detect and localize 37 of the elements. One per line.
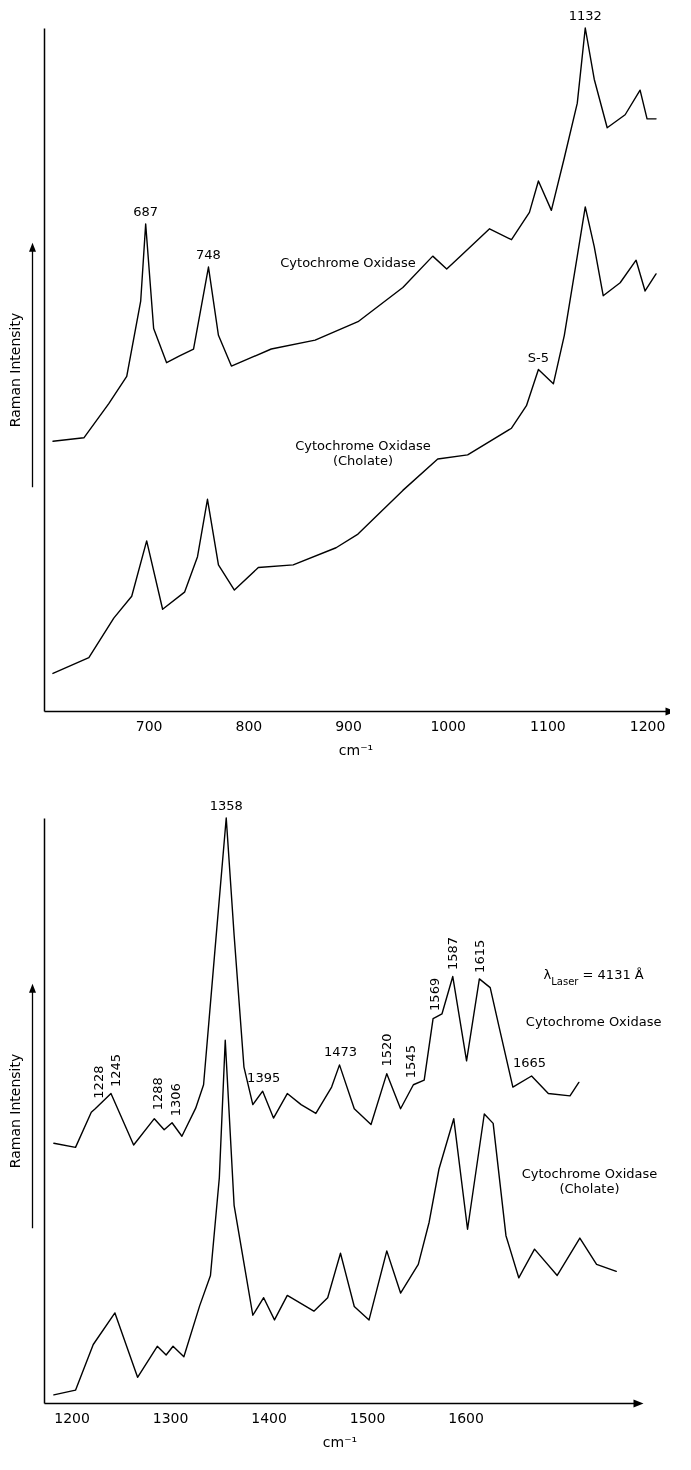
annotation: 1358 [209, 798, 243, 813]
x-tick-label: 1500 [349, 1409, 386, 1426]
annotation: 1615 [472, 939, 488, 973]
y-axis-title: Raman Intensity [6, 312, 23, 428]
annotation: λ$_{Laser}$ = 4131 Å [543, 966, 644, 987]
annotation: 748 [196, 247, 221, 263]
annotation: S-5 [527, 349, 550, 365]
annotation: 1245 [107, 1053, 123, 1087]
annotation: 1545 [403, 1045, 419, 1079]
series-label: Cytochrome Oxidase [525, 1013, 662, 1029]
annotation: 1473 [323, 1043, 358, 1059]
annotation: 1306 [167, 1083, 183, 1117]
x-tick-label: 1000 [430, 717, 467, 734]
annotation: 1132 [568, 8, 602, 23]
series-label: Cytochrome Oxidase (Cholate) [295, 437, 431, 468]
x-tick-label: 1200 [629, 717, 666, 734]
series-label: Cytochrome Oxidase (Cholate) [521, 1165, 658, 1196]
x-tick-label: 900 [335, 717, 362, 734]
x-tick-label: 1400 [251, 1409, 287, 1426]
x-axis-title: cm⁻¹ [338, 741, 374, 758]
annotation: 1520 [378, 1033, 394, 1067]
series-label: Cytochrome Oxidase [280, 255, 416, 271]
annotation: 1228 [91, 1065, 107, 1099]
annotation: 1587 [444, 936, 460, 970]
x-tick-label: 1100 [530, 717, 566, 734]
x-tick-label: 700 [135, 717, 163, 734]
annotation: 687 [133, 204, 159, 220]
x-axis-title: cm⁻¹ [322, 1433, 358, 1450]
annotation: 1288 [150, 1077, 166, 1111]
y-axis-title: Raman Intensity [6, 1053, 23, 1169]
x-tick-label: 1300 [152, 1409, 189, 1426]
annotation: 1395 [247, 1070, 281, 1086]
annotation: 1569 [427, 977, 443, 1011]
x-tick-label: 1200 [54, 1409, 90, 1426]
x-tick-label: 1600 [448, 1409, 484, 1426]
annotation: 1665 [513, 1055, 547, 1071]
x-tick-label: 800 [235, 717, 263, 734]
